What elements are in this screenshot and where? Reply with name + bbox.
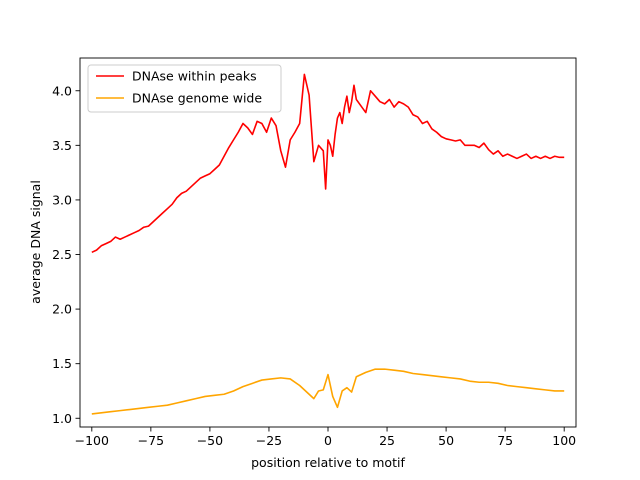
legend-label-within-peaks: DNAse within peaks — [132, 69, 257, 84]
y-tick-label: 2.0 — [52, 302, 72, 317]
y-tick-label: 2.5 — [52, 247, 72, 262]
series-layer — [91, 73, 565, 415]
x-tick-label: 100 — [552, 433, 576, 448]
x-tick-label: 75 — [497, 433, 513, 448]
legend-box — [87, 64, 282, 113]
x-tick-label: 0 — [324, 433, 332, 448]
y-tick-label: 1.5 — [52, 356, 72, 371]
y-tick-label: 1.0 — [52, 411, 72, 426]
x-ticks: −100 −75 −50 −25 0 25 50 75 100 — [75, 427, 576, 448]
series-line-dnase-within-peaks — [91, 73, 565, 254]
x-tick-label: 50 — [438, 433, 454, 448]
x-tick-label: −75 — [138, 433, 164, 448]
y-tick-label: 3.0 — [52, 192, 72, 207]
y-tick-label: 4.0 — [52, 83, 72, 98]
plot-area — [80, 58, 576, 427]
x-axis-label: position relative to motif — [251, 455, 405, 470]
series-line-dnase-genome-wide — [91, 368, 565, 415]
legend-label-genome-wide: DNAse genome wide — [132, 91, 262, 106]
y-ticks: 1.0 1.5 2.0 2.5 3.0 3.5 4.0 — [52, 83, 80, 426]
x-tick-label: 25 — [379, 433, 395, 448]
legend: DNAse within peaks DNAse genome wide — [87, 64, 282, 113]
x-tick-label: −25 — [256, 433, 282, 448]
x-tick-label: −50 — [197, 433, 223, 448]
x-tick-label: −100 — [75, 433, 109, 448]
y-axis-label: average DNA signal — [28, 180, 43, 304]
y-tick-label: 3.5 — [52, 138, 72, 153]
